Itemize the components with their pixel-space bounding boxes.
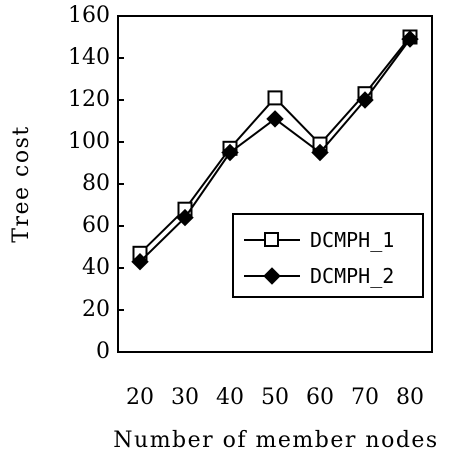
x-tick-label: 50 xyxy=(261,385,289,410)
x-tick-label: 80 xyxy=(396,385,424,410)
x-tick-label: 30 xyxy=(171,385,199,410)
series-2 xyxy=(131,30,419,271)
x-tick-label: 60 xyxy=(306,385,334,410)
y-axis: 0 20 40 60 80 100 120 140 160 xyxy=(68,3,124,364)
y-axis-title: Tree cost xyxy=(9,125,34,242)
legend-entry-dcmph-1: DCMPH_1 xyxy=(244,228,394,252)
y-tick-label: 40 xyxy=(82,255,110,280)
data-point-square xyxy=(267,90,283,106)
legend-entry-dcmph-2: DCMPH_2 xyxy=(244,264,394,288)
legend-marker-square-icon xyxy=(264,232,279,247)
data-point-diamond xyxy=(311,143,329,162)
series-layer xyxy=(131,29,419,271)
y-tick-label: 160 xyxy=(68,3,110,28)
legend-box xyxy=(232,213,424,298)
data-point-diamond xyxy=(356,91,374,109)
y-tick-label: 140 xyxy=(68,45,110,70)
data-point-diamond xyxy=(176,208,194,227)
y-tick-label: 20 xyxy=(82,297,110,322)
data-point-diamond xyxy=(131,252,149,271)
y-tick-label: 0 xyxy=(96,339,110,364)
x-axis: 20 30 40 50 60 70 80 xyxy=(126,385,424,410)
data-point-diamond xyxy=(266,110,284,128)
y-tick-label: 60 xyxy=(82,213,110,238)
legend-label-dcmph-2: DCMPH_2 xyxy=(310,264,394,288)
x-tick-label: 70 xyxy=(351,385,379,410)
legend-marker-diamond-icon xyxy=(263,267,281,285)
legend: DCMPH_1 DCMPH_2 xyxy=(232,213,424,298)
x-tick-label: 40 xyxy=(216,385,244,410)
x-tick-label: 20 xyxy=(126,385,154,410)
data-point-diamond xyxy=(401,30,419,48)
y-tick-label: 100 xyxy=(68,129,110,154)
y-tick-label: 120 xyxy=(68,87,110,112)
legend-label-dcmph-1: DCMPH_1 xyxy=(310,228,394,252)
data-point-diamond xyxy=(221,143,239,162)
y-tick-label: 80 xyxy=(82,171,110,196)
x-axis-title: Number of member nodes xyxy=(113,428,438,453)
